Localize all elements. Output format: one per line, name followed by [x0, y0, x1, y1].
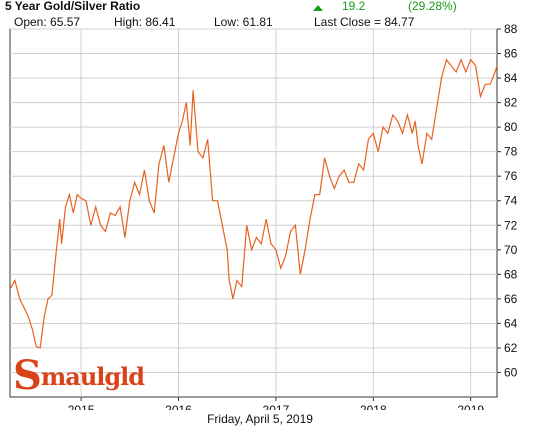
y-tick-label: 86: [504, 47, 518, 61]
y-tick-label: 88: [504, 22, 518, 36]
y-tick-label: 64: [504, 316, 518, 330]
change-value: 19.2: [342, 0, 366, 13]
y-tick-label: 84: [504, 71, 518, 85]
smaulgld-logo: Smaulgld: [13, 352, 145, 399]
chart-title: 5 Year Gold/Silver Ratio: [5, 0, 141, 13]
y-tick-label: 60: [504, 365, 518, 379]
high-value: High: 86.41: [114, 15, 176, 29]
open-value: Open: 65.57: [14, 15, 81, 29]
y-tick-label: 78: [504, 145, 518, 159]
date-footer: Friday, April 5, 2019: [207, 412, 313, 426]
y-tick-label: 70: [504, 243, 518, 257]
last-close-value: Last Close = 84.77: [314, 15, 415, 29]
y-tick-label: 62: [504, 341, 518, 355]
y-tick-label: 76: [504, 169, 518, 183]
x-tick-label: 2018: [360, 403, 387, 410]
y-tick-label: 68: [504, 267, 518, 281]
x-tick-label: 2015: [68, 403, 95, 410]
x-tick-label: 2019: [457, 403, 484, 410]
y-tick-label: 72: [504, 218, 518, 232]
y-tick-label: 80: [504, 120, 518, 134]
y-tick-label: 74: [504, 194, 518, 208]
change-percent: (29.28%): [408, 0, 457, 13]
up-triangle-icon: [313, 5, 323, 11]
series-line: [9, 58, 498, 349]
plot-frame: [9, 28, 498, 398]
low-value: Low: 61.81: [214, 15, 273, 29]
gold-silver-ratio-chart: 60 62 64 66 68 70 72 74 76 78 80 82 84 86 88 2015 2016 2…: [9, 22, 518, 410]
y-tick-label: 66: [504, 292, 518, 306]
x-tick-label: 2016: [165, 403, 192, 410]
y-tick-label: 82: [504, 96, 518, 110]
x-tick-label: 2017: [263, 403, 290, 410]
